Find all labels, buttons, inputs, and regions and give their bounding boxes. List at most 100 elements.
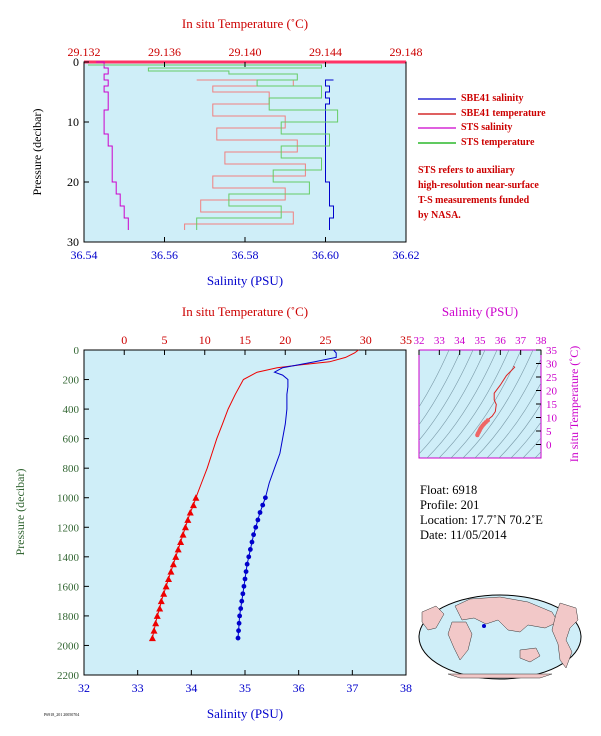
note-line-1: STS refers to auxiliary	[418, 165, 515, 176]
map-land-eurasia	[454, 596, 559, 633]
bottom-sal-tick-label-6: 38	[400, 681, 412, 695]
bottom-plot-area	[83, 349, 407, 676]
bottom-salinity-axis-label: Salinity (PSU)	[207, 706, 283, 721]
ts-marker-20	[475, 432, 480, 438]
salinity-marker-26	[244, 561, 250, 567]
legend-label-sbe41-temperature: SBE41 temperature	[461, 108, 546, 119]
density-contour-7	[462, 350, 534, 458]
bottom-pres-tick-label-7: 1400	[57, 552, 80, 564]
temperature-marker-20	[179, 531, 187, 538]
note-line-4: by NASA.	[418, 210, 461, 221]
note-line-3: T-S measurements funded	[418, 195, 530, 206]
salinity-marker-18	[260, 502, 266, 508]
density-contour-8	[474, 358, 541, 458]
legend	[418, 98, 456, 144]
salinity-marker-35	[236, 628, 241, 634]
ts-plot-area	[418, 349, 542, 459]
density-contour-6	[450, 350, 522, 458]
bottom-pres-tick-label-3: 600	[63, 434, 80, 446]
top-axes-group: 29.132 29.136 29.140 29.144 29.148 36.54 36.56…	[67, 45, 423, 262]
bottom-sal-tick-label-0: 32	[78, 681, 90, 695]
ts-temp-tick-label-3: 15	[546, 399, 558, 411]
top-pressure-axis-label: Pressure (decibar)	[30, 109, 44, 196]
salinity-marker-25	[246, 554, 252, 560]
bottom-pres-tick-label-2: 400	[63, 404, 80, 416]
salinity-marker-21	[253, 524, 259, 530]
top-pres-tick-label-2: 20	[67, 175, 79, 189]
bottom-pres-tick-label-6: 1200	[57, 522, 80, 534]
salinity-marker-28	[242, 576, 248, 582]
top-sal-tick-label-3: 36.60	[312, 248, 339, 262]
top-sal-tick-label-0: 36.54	[71, 248, 98, 262]
top-pres-tick-label-0: 0	[73, 55, 79, 69]
temperature-marker-17	[186, 509, 194, 516]
temperature-marker-24	[169, 560, 177, 568]
density-contour-1	[419, 350, 462, 426]
temperature-marker-26	[165, 575, 173, 582]
temperature-marker-19	[181, 523, 189, 531]
bottom-pres-tick-label-0: 0	[74, 345, 80, 357]
ts-temperature-axis-label: In situ Temperature (˚C)	[567, 346, 581, 463]
legend-label-sts-temperature: STS temperature	[461, 137, 535, 148]
density-contour-5	[438, 350, 510, 458]
top-profile-panel: 29.132 29.136 29.140 29.144 29.148 36.54 36.56…	[30, 16, 423, 288]
bottom-temp-tick-label-5: 25	[320, 333, 332, 347]
ts-series-group	[475, 365, 516, 438]
top-temp-tick-label-3: 29.144	[309, 45, 342, 59]
salinity-marker-32	[238, 606, 244, 611]
top-series-line-2	[96, 61, 129, 230]
ts-temp-tick-label-0: 0	[546, 440, 552, 452]
ts-temp-tick-label-7: 35	[546, 345, 558, 357]
temperature-marker-32	[152, 619, 160, 627]
bottom-pres-tick-label-4: 800	[63, 463, 80, 475]
ts-sal-tick-label-6: 38	[536, 335, 548, 347]
top-temperature-axis-label: In situ Temperature (˚C)	[182, 16, 308, 31]
temperature-marker-31	[153, 612, 161, 619]
ts-sal-tick-label-3: 35	[475, 335, 487, 347]
top-series-group	[88, 61, 339, 230]
ts-sal-tick-label-2: 34	[454, 335, 466, 347]
temperature-marker-18	[184, 516, 192, 523]
ts-salinity-axis-label: Salinity (PSU)	[442, 304, 518, 319]
top-sal-tick-label-2: 36.58	[232, 248, 259, 262]
top-pres-tick-label-3: 30	[67, 235, 79, 249]
ts-sal-tick-label-1: 33	[434, 335, 446, 347]
bottom-temp-tick-label-6: 30	[360, 333, 372, 347]
bottom-temp-tick-label-1: 5	[162, 333, 168, 347]
ts-temp-tick-label-1: 5	[546, 426, 552, 438]
temperature-marker-16	[189, 501, 197, 509]
bottom-pressure-axis-label: Pressure (decibar)	[13, 469, 27, 556]
map-land-australia	[519, 647, 541, 663]
density-contour-3	[419, 350, 486, 455]
top-temp-tick-label-4: 29.148	[390, 45, 423, 59]
full-profile-panel: 0 5 10 15 20 25 30 35 32 33 34 35 36 37 38 0 200 400 600 80…	[13, 304, 412, 721]
salinity-marker-36	[235, 635, 241, 641]
bottom-series-group	[148, 349, 359, 642]
temperature-marker-21	[177, 538, 185, 546]
ts-sal-tick-label-4: 36	[495, 335, 507, 347]
note-line-2: high-resolution near-surface	[418, 180, 539, 191]
top-series-line-3	[88, 64, 339, 230]
density-contour-11	[510, 421, 541, 458]
bottom-pres-tick-label-5: 1000	[57, 493, 80, 505]
ts-temp-tick-label-6: 30	[546, 359, 558, 371]
temperature-marker-25	[167, 568, 175, 575]
info-float: Float: 6918	[420, 483, 478, 497]
temperature-marker-22	[174, 545, 182, 553]
salinity-marker-34	[236, 620, 242, 626]
ts-density-contours	[419, 350, 541, 458]
bottom-pres-tick-label-1: 200	[63, 375, 80, 387]
temperature-marker-27	[162, 582, 170, 590]
temperature-marker-29	[157, 597, 165, 605]
file-id: P6918_201 20050704	[44, 712, 80, 717]
top-sal-tick-label-4: 36.62	[393, 248, 420, 262]
map-land-antarctica	[447, 673, 553, 679]
salinity-marker-17	[262, 495, 268, 501]
top-salinity-axis-label: Salinity (PSU)	[207, 273, 283, 288]
top-temp-tick-label-1: 29.136	[148, 45, 181, 59]
bottom-temp-tick-label-2: 10	[199, 333, 211, 347]
salinity-marker-30	[240, 591, 246, 597]
world-map	[418, 594, 582, 680]
bottom-temp-tick-label-3: 15	[239, 333, 251, 347]
